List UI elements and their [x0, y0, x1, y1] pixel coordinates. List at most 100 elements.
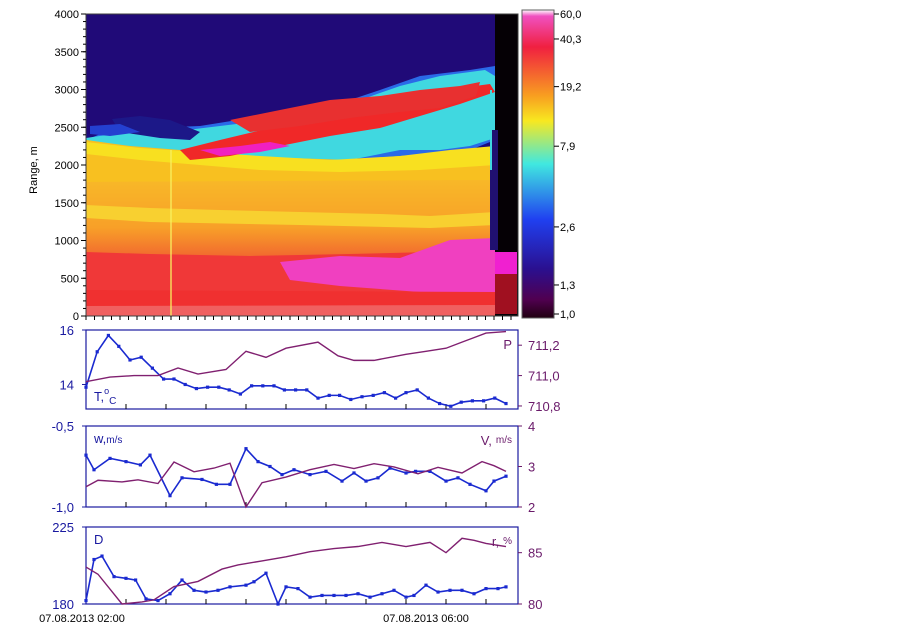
series-point: [95, 350, 99, 354]
series-line-dr: [85, 555, 507, 607]
series-point: [404, 595, 408, 599]
series-point: [504, 401, 508, 406]
series-point: [84, 385, 88, 389]
series-point: [460, 588, 464, 592]
series-point: [192, 588, 196, 592]
series-point: [338, 393, 342, 397]
series-point: [352, 471, 356, 475]
left-series-label: w,m/s: [93, 431, 122, 446]
series-point: [376, 476, 380, 480]
series-point: [106, 333, 110, 338]
series-point: [380, 592, 384, 596]
series-point: [228, 585, 232, 589]
magenta-streak: [200, 142, 290, 156]
heatmap-ytick-label: 500: [61, 273, 79, 285]
heatmap-ytick-label: 0: [73, 311, 79, 323]
heatmap-yaxis: 0 500 1000 1500 2000 2500 3000 3500 4000: [55, 9, 86, 323]
series-point: [227, 388, 231, 392]
series-point: [244, 583, 248, 587]
colorbar-label: 19,2: [560, 82, 581, 94]
panel-temperature-pressure: 16 14 711,2 711,0 710,8 T,oC P: [60, 323, 561, 414]
right-tick-label: 3: [528, 460, 535, 475]
heatmap-ytick-label: 2500: [55, 122, 79, 134]
bottom-strip: [86, 305, 495, 316]
series-point: [484, 489, 488, 493]
series-point: [92, 468, 96, 472]
series-point: [284, 585, 288, 589]
series-point: [388, 466, 392, 470]
right-tick-label: 80: [528, 597, 542, 612]
cloud-dark-pocket: [112, 116, 200, 140]
series-point: [349, 397, 353, 402]
x-label-start: 07.08.2013 02:00: [39, 613, 125, 625]
colorbar-label: 1,3: [560, 280, 575, 292]
series-point: [204, 590, 208, 594]
series-point: [332, 593, 336, 598]
series-point: [252, 580, 256, 584]
series-point: [228, 482, 232, 486]
magenta-right-patch: [495, 252, 517, 274]
series-point: [320, 593, 324, 598]
heatmap-ytick-label: 4000: [55, 9, 79, 21]
panel-wind: -0,5 -1,0 4 3 2 w,m/s V, m/s: [52, 419, 536, 515]
series-point: [117, 344, 121, 348]
series-point: [206, 385, 210, 389]
series-point: [493, 396, 497, 400]
left-tick-label: -0,5: [52, 419, 74, 434]
series-point: [492, 479, 496, 483]
series-point: [404, 471, 408, 475]
series-point: [100, 554, 104, 558]
left-tick-label: 225: [52, 520, 74, 535]
series-point: [183, 382, 187, 387]
series-point: [324, 469, 328, 473]
colorbar-label: 40,3: [560, 34, 581, 46]
series-point: [438, 401, 442, 406]
series-point: [428, 469, 432, 473]
series-point: [448, 588, 452, 592]
series-point: [344, 593, 348, 598]
series-point: [316, 396, 320, 400]
left-tick-label: 180: [52, 597, 74, 612]
panel-frame: [85, 425, 519, 508]
series-point: [150, 366, 154, 370]
series-point: [124, 460, 128, 464]
right-series-label: V, m/s: [481, 433, 512, 448]
series-point: [214, 482, 218, 486]
heatmap-ytick-label: 1500: [55, 198, 79, 210]
series-point: [112, 575, 116, 579]
series-point: [415, 388, 419, 392]
yellow-band: [86, 142, 495, 172]
series-point: [382, 391, 386, 395]
series-point: [414, 469, 418, 473]
series-point: [368, 595, 372, 599]
series-point: [156, 598, 160, 603]
series-point: [470, 399, 474, 403]
series-point: [217, 385, 221, 389]
left-tick-label: 14: [60, 377, 74, 392]
heatmap-ylabel: Range, m: [28, 146, 40, 194]
left-series-label: D: [94, 532, 103, 547]
colorbar-label: 2,6: [560, 222, 575, 234]
yellow-mid-layer: [86, 205, 495, 228]
series-point: [168, 494, 172, 498]
series-point: [444, 479, 448, 483]
series-point: [124, 576, 128, 580]
left-label-sub: C: [109, 396, 116, 407]
right-tick-label: 2: [528, 500, 535, 515]
series-point: [472, 592, 476, 596]
right-tick-label: 711,0: [528, 369, 560, 384]
series-point: [449, 404, 453, 408]
series-point: [238, 392, 242, 396]
series-point: [180, 578, 184, 582]
series-point: [356, 592, 360, 596]
panel-frame: [85, 526, 519, 605]
series-point: [200, 477, 204, 482]
series-point: [436, 590, 440, 594]
series-point: [92, 557, 96, 562]
series-point: [292, 468, 296, 472]
series-point: [308, 595, 312, 599]
series-point: [128, 358, 132, 362]
series-point: [282, 388, 286, 392]
series-point: [216, 588, 220, 592]
heatmap-ytick-label: 1000: [55, 236, 79, 248]
